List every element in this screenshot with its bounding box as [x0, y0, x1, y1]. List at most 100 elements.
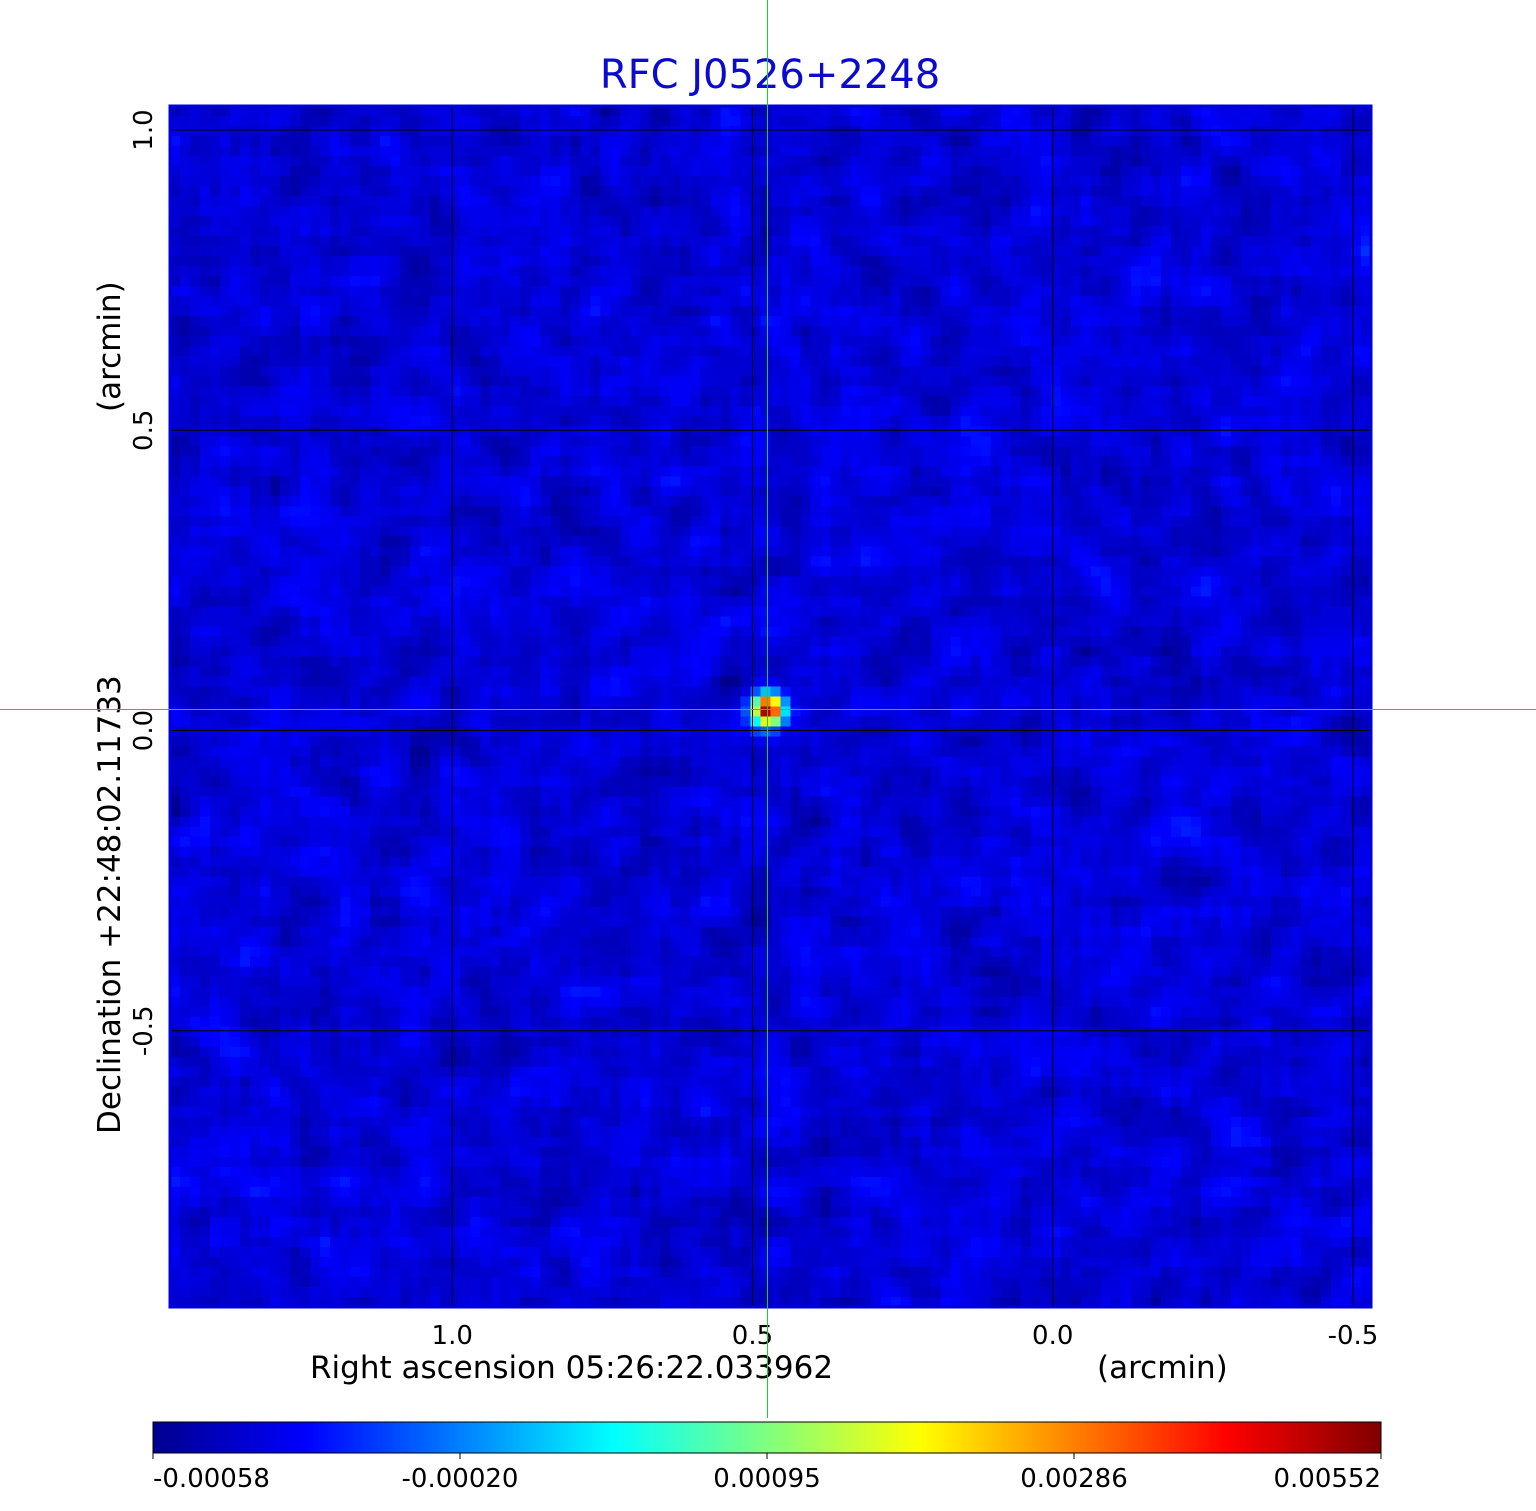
- heatmap-cell: [340, 386, 351, 397]
- heatmap-cell: [590, 186, 601, 197]
- heatmap-cell: [740, 496, 752, 507]
- heatmap-cell: [510, 446, 521, 457]
- heatmap-cell: [1050, 356, 1062, 367]
- heatmap-cell: [740, 466, 752, 477]
- heatmap-cell: [440, 336, 451, 347]
- heatmap-cell: [1010, 446, 1022, 457]
- heatmap-cell: [380, 516, 391, 527]
- heatmap-cell: [510, 436, 521, 447]
- heatmap-cell: [490, 256, 501, 267]
- heatmap-cell: [230, 496, 241, 507]
- heatmap-cell: [1160, 356, 1172, 367]
- heatmap-cell: [1170, 356, 1182, 367]
- heatmap-cell: [960, 366, 972, 377]
- heatmap-cell: [600, 246, 611, 257]
- heatmap-cell: [680, 446, 692, 457]
- heatmap-cell: [1200, 136, 1212, 147]
- heatmap-cell: [410, 496, 421, 507]
- heatmap-cell: [1200, 236, 1212, 247]
- heatmap-cell: [950, 196, 962, 207]
- heatmap-cell: [660, 296, 672, 307]
- heatmap-cell: [410, 246, 421, 257]
- heatmap-cell: [280, 176, 291, 187]
- heatmap-cell: [310, 146, 321, 157]
- heatmap-cell: [1170, 316, 1182, 327]
- heatmap-cell: [540, 286, 551, 297]
- heatmap-cell: [560, 486, 571, 497]
- heatmap-cell: [980, 246, 992, 257]
- heatmap-cell: [1350, 236, 1362, 247]
- heatmap-cell: [620, 366, 631, 377]
- heatmap-cell: [1030, 456, 1042, 467]
- heatmap-cell: [770, 206, 782, 217]
- heatmap-cell: [1100, 176, 1112, 187]
- heatmap-cell: [1070, 466, 1082, 477]
- heatmap-cell: [1020, 416, 1032, 427]
- heatmap-cell: [850, 136, 862, 147]
- heatmap-cell: [520, 356, 531, 367]
- heatmap-cell: [880, 496, 892, 507]
- heatmap-cell: [1290, 366, 1302, 377]
- heatmap-cell: [250, 136, 261, 147]
- heatmap-cell: [180, 306, 191, 317]
- heatmap-cell: [540, 216, 551, 227]
- heatmap-cell: [1350, 356, 1362, 367]
- heatmap-cell: [1350, 206, 1362, 217]
- heatmap-cell: [700, 116, 712, 127]
- heatmap-cell: [570, 206, 581, 217]
- heatmap-cell: [1260, 406, 1272, 417]
- heatmap-cell: [310, 436, 321, 447]
- heatmap-cell: [570, 276, 581, 287]
- heatmap-cell: [470, 276, 481, 287]
- heatmap-cell: [450, 116, 461, 127]
- heatmap-cell: [970, 426, 982, 437]
- heatmap-cell: [430, 276, 441, 287]
- heatmap-cell: [340, 256, 351, 267]
- heatmap-cell: [1310, 206, 1322, 217]
- heatmap-cell: [890, 276, 902, 287]
- heatmap-cell: [590, 316, 601, 327]
- heatmap-cell: [870, 376, 882, 387]
- heatmap-cell: [430, 386, 441, 397]
- heatmap-cell: [1330, 496, 1342, 507]
- heatmap-cell: [1100, 406, 1112, 417]
- heatmap-cell: [950, 426, 962, 437]
- heatmap-cell: [650, 406, 662, 417]
- heatmap-cell: [1150, 436, 1162, 447]
- heatmap-cell: [320, 386, 331, 397]
- heatmap-cell: [540, 256, 551, 267]
- heatmap-cell: [1240, 126, 1252, 137]
- heatmap-cell: [460, 296, 471, 307]
- heatmap-cell: [200, 376, 211, 387]
- heatmap-cell: [540, 326, 551, 337]
- heatmap-cell: [460, 486, 471, 497]
- heatmap-cell: [760, 346, 772, 357]
- heatmap-cell: [840, 276, 852, 287]
- heatmap-cell: [970, 326, 982, 337]
- heatmap-cell: [530, 356, 541, 367]
- heatmap-cell: [760, 506, 772, 517]
- heatmap-cell: [700, 156, 712, 167]
- heatmap-cell: [600, 326, 611, 337]
- heatmap-cell: [250, 406, 261, 417]
- heatmap-cell: [690, 466, 702, 477]
- heatmap-cell: [740, 416, 752, 427]
- heatmap-cell: [1160, 396, 1172, 407]
- heatmap-cell: [600, 366, 611, 377]
- heatmap-cell: [550, 456, 561, 467]
- heatmap-cell: [890, 426, 902, 437]
- heatmap-cell: [860, 426, 872, 437]
- heatmap-cell: [930, 496, 942, 507]
- heatmap-cell: [630, 386, 641, 397]
- heatmap-cell: [1240, 176, 1252, 187]
- heatmap-cell: [1230, 146, 1242, 157]
- heatmap-cell: [530, 456, 541, 467]
- heatmap-cell: [510, 456, 521, 467]
- heatmap-cell: [250, 226, 261, 237]
- heatmap-cell: [1210, 286, 1222, 297]
- heatmap-cell: [1280, 456, 1292, 467]
- heatmap-cell: [1360, 346, 1372, 357]
- heatmap-cell: [1280, 336, 1292, 347]
- heatmap-cell: [360, 126, 371, 137]
- heatmap-cell: [1040, 326, 1052, 337]
